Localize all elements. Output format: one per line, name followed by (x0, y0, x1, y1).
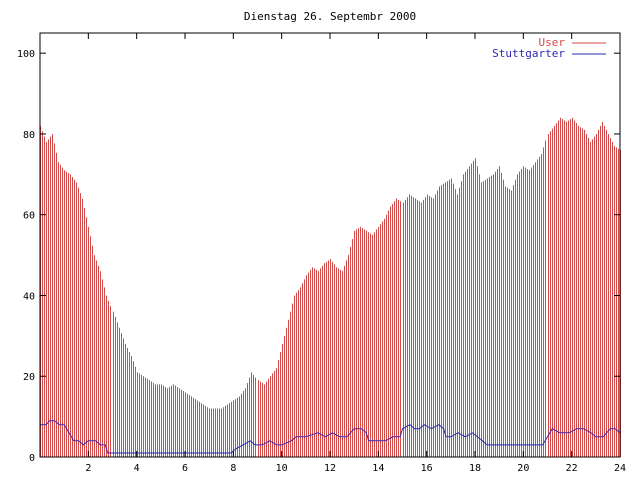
x-tick-label: 4 (134, 463, 140, 474)
y-tick-label: 0 (29, 453, 35, 464)
y-tick-label: 100 (17, 49, 35, 60)
legend-label-user: User (539, 36, 566, 49)
x-tick-label: 18 (469, 463, 481, 474)
stuttgarter-line-layer (40, 420, 621, 454)
x-tick-label: 8 (230, 463, 236, 474)
x-tick-label: 20 (517, 463, 529, 474)
chart-title: Dienstag 26. Septembr 2000 (244, 10, 416, 23)
x-tick-label: 12 (324, 463, 336, 474)
stuttgarter-series-line (40, 420, 621, 454)
y-tick-label: 80 (23, 130, 35, 141)
x-tick-label: 6 (182, 463, 188, 474)
x-tick-label: 24 (614, 463, 626, 474)
x-tick-label: 16 (421, 463, 433, 474)
y-tick-label: 20 (23, 372, 35, 383)
x-tick-label: 14 (372, 463, 384, 474)
x-tick-label: 10 (276, 463, 288, 474)
user-impulses-layer (40, 117, 621, 457)
x-tick-label: 22 (566, 463, 578, 474)
legend-label-stuttgarter: Stuttgarter (492, 47, 565, 60)
y-tick-label: 60 (23, 211, 35, 222)
x-tick-label: 2 (85, 463, 91, 474)
y-tick-label: 40 (23, 291, 35, 302)
legend: User Stuttgarter (492, 36, 606, 60)
